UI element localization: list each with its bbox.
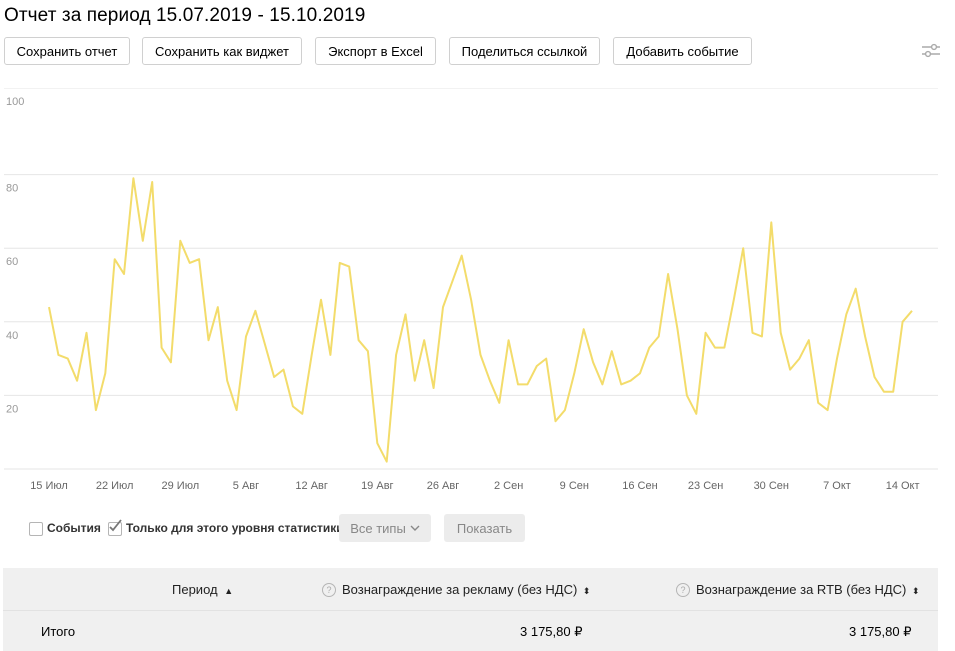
x-tick-label: 2 Сен <box>494 480 523 492</box>
chevron-down-icon <box>410 525 420 531</box>
checkmark-icon <box>109 519 122 532</box>
show-button[interactable]: Показать <box>444 514 525 542</box>
chart-filters: События Только для этого уровня статисти… <box>0 512 955 546</box>
help-icon[interactable]: ? <box>676 583 690 597</box>
period-header-label: Период <box>172 582 218 597</box>
add-event-button[interactable]: Добавить событие <box>613 37 752 65</box>
x-tick-label: 9 Сен <box>560 480 589 492</box>
x-tick-label: 15 Июл <box>30 480 68 492</box>
x-tick-label: 19 Авг <box>361 480 393 492</box>
all-types-label: Все типы <box>350 520 406 536</box>
y-axis: 100 80 60 40 20 <box>6 96 24 415</box>
events-checkbox[interactable] <box>29 522 43 536</box>
x-tick-label: 7 Окт <box>823 480 851 492</box>
export-excel-button[interactable]: Экспорт в Excel <box>315 37 436 65</box>
save-report-button[interactable]: Сохранить отчет <box>4 37 130 65</box>
save-widget-button[interactable]: Сохранить как виджет <box>142 37 302 65</box>
sort-asc-icon: ▲ <box>224 586 234 596</box>
x-tick-label: 30 Сен <box>754 480 789 492</box>
help-icon[interactable]: ? <box>322 583 336 597</box>
ad-reward-column-header[interactable]: ? Вознаграждение за рекламу (без НДС) ⬍ <box>322 582 590 597</box>
this-level-label: Только для этого уровня статистики <box>126 521 344 535</box>
table-header: Период ▲ ? Вознаграждение за рекламу (без… <box>3 568 938 610</box>
chart-grid <box>4 88 938 470</box>
y-tick-label: 40 <box>6 330 18 342</box>
rtb-reward-column-header[interactable]: ? Вознаграждение за RTB (без НДС) ⬍ <box>676 582 920 597</box>
x-tick-label: 22 Июл <box>96 480 134 492</box>
y-tick-label: 100 <box>6 96 24 108</box>
all-types-dropdown[interactable]: Все типы <box>339 514 431 542</box>
table-row: Итого 3 175,80 ₽ 3 175,80 ₽ <box>3 610 938 651</box>
rtb-reward-header-label: Вознаграждение за RTB (без НДС) <box>696 582 907 597</box>
period-column-header[interactable]: Период ▲ <box>172 582 233 597</box>
y-tick-label: 80 <box>6 183 18 195</box>
total-label: Итого <box>41 624 76 639</box>
x-tick-label: 23 Сен <box>688 480 723 492</box>
ad-reward-header-label: Вознаграждение за рекламу (без НДС) <box>342 582 578 597</box>
total-ad-reward: 3 175,80 ₽ <box>520 624 583 639</box>
x-axis: 15 Июл 22 Июл 29 Июл 5 Авг 12 Авг 19 Авг 26 Ав… <box>30 480 919 492</box>
sort-icon: ⬍ <box>582 586 591 596</box>
y-tick-label: 60 <box>6 256 18 268</box>
this-level-checkbox[interactable] <box>108 519 122 536</box>
x-tick-label: 16 Сен <box>622 480 657 492</box>
events-label: События <box>47 521 101 535</box>
sort-icon: ⬍ <box>911 586 920 596</box>
series-line <box>48 177 913 463</box>
x-tick-label: 12 Авг <box>295 480 327 492</box>
page-title: Отчет за период 15.07.2019 - 15.10.2019 <box>4 5 366 26</box>
y-tick-label: 20 <box>6 403 18 415</box>
total-rtb-reward: 3 175,80 ₽ <box>849 624 912 639</box>
x-tick-label: 26 Авг <box>427 480 459 492</box>
x-tick-label: 5 Авг <box>233 480 259 492</box>
share-link-button[interactable]: Поделиться ссылкой <box>449 37 600 65</box>
income-line-chart: 100 80 60 40 20 15 Июл 22 Июл 29 Июл 5 Авг 12 Ав… <box>4 88 938 492</box>
x-tick-label: 14 Окт <box>886 480 920 492</box>
sliders-icon[interactable] <box>921 42 941 60</box>
x-tick-label: 29 Июл <box>162 480 200 492</box>
